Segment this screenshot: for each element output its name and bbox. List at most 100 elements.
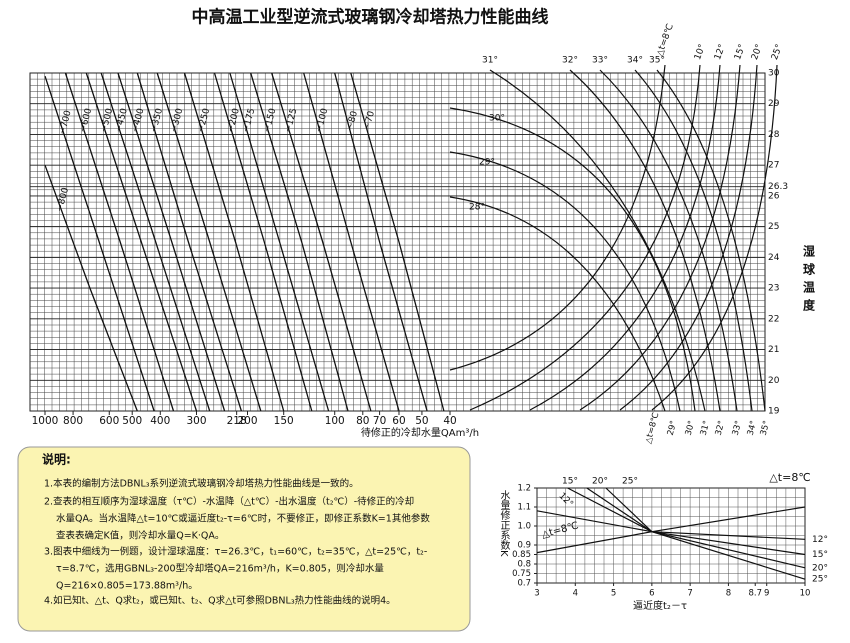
y-tick-label: 20 <box>768 376 780 386</box>
k-series-label: 25° <box>812 575 828 585</box>
temp-curve <box>449 151 681 412</box>
bottom-curve-label: 34° <box>746 420 760 437</box>
flow-curve <box>44 164 138 412</box>
flow-curve <box>229 72 330 412</box>
k-x-tick-label: 4 <box>573 589 578 599</box>
x-tick-label: 500 <box>122 415 142 427</box>
temp-curve <box>489 69 706 412</box>
x-tick-label: 80 <box>356 415 369 427</box>
x-tick-label: 400 <box>150 415 170 427</box>
temp-curve <box>469 64 701 411</box>
temp-curve <box>579 64 741 411</box>
note-line: 3.图表中细线为一例题，设计湿球温度：τ=26.3℃，t₁=60℃，t₂=35℃… <box>44 546 427 558</box>
curve-label: ~80 <box>345 110 360 131</box>
y-tick-label: 27 <box>768 161 779 171</box>
flow-curve <box>213 72 313 412</box>
k-x-tick-label: 3 <box>534 589 539 599</box>
cold-water-label: 33° <box>592 56 608 66</box>
k-x-axis-label: 逼近度t₂－τ <box>633 599 687 612</box>
temp-curve <box>656 69 766 412</box>
k-x-tick-label: 6 <box>649 589 654 599</box>
y-tick-label: 19 <box>768 407 780 417</box>
y-tick-label: 30 <box>768 69 780 79</box>
y-tick-label: 21 <box>768 345 779 355</box>
y-tick-label: 24 <box>768 253 780 263</box>
y-axis-label: 湿球温度 <box>802 244 816 317</box>
flow-curve <box>100 72 211 412</box>
k-top-label: 15° <box>562 477 578 487</box>
flow-curve <box>334 72 428 412</box>
k-x-tick-label: 5 <box>611 589 616 599</box>
flow-curve <box>271 72 372 412</box>
x-tick-label: 70 <box>373 415 386 427</box>
temp-curve <box>599 69 738 412</box>
inner-label: 30° <box>489 114 505 124</box>
x-tick-label: 300 <box>186 415 206 427</box>
bottom-curve-label: 31° <box>699 420 713 437</box>
k-y-tick-label: 0.8 <box>517 560 531 570</box>
bottom-curve-label: 35° <box>759 420 773 437</box>
note-line: 查表表确定K值，则冷却水量Q=K·QA。 <box>56 530 224 542</box>
k-y-tick-label: 1.0 <box>517 522 531 532</box>
flow-curve <box>250 72 349 412</box>
flow-curve <box>303 72 400 412</box>
temp-curve <box>449 64 666 371</box>
curve-label: ~70 <box>362 110 377 131</box>
k-x-tick-label: 8.7 <box>748 589 762 599</box>
x-tick-label: 100 <box>325 415 345 427</box>
x-tick-label: 50 <box>415 415 428 427</box>
note-line: 2.查表的相互顺序为湿球温度（τ℃）-水温降（△t℃）-出水温度（t₂℃）-待修… <box>44 496 414 508</box>
k-series-label: 15° <box>812 550 828 560</box>
x-tick-label: 200 <box>237 415 257 427</box>
flow-curve <box>85 72 198 412</box>
x-tick-label: 60 <box>392 415 405 427</box>
k-series-label: 12° <box>812 535 828 545</box>
y-tick-label: 22 <box>768 314 779 324</box>
y-tick-label: 28 <box>768 130 780 140</box>
flow-curve <box>156 72 262 412</box>
cold-water-label: 32° <box>562 56 578 66</box>
y-tick-label: 26.3 <box>768 182 788 192</box>
temp-curve <box>651 64 778 411</box>
k-y-axis-label: 水量修正系数K <box>498 490 510 557</box>
note-line: 4.如已知t、△t、Q求t₂，或已知t、t₂、Q求△t可参照DBNL₃热力性能曲… <box>44 595 396 607</box>
k-y-tick-label: 1.1 <box>517 503 531 513</box>
note-line: 1.本表的编制方法DBNL₃系列逆流式玻璃钢冷却塔热力性能曲线是一致的。 <box>44 478 359 490</box>
k-y-tick-label: 0.75 <box>512 569 531 579</box>
flow-curve <box>350 72 445 412</box>
y-tick-label: 29 <box>768 99 780 109</box>
flow-curve <box>183 72 285 412</box>
k-x-tick-label: 9 <box>764 589 769 599</box>
note-line: 水量QA。当水温降△t=10℃或逼近度t₂-τ=6℃时，不要修正，即修正系数K=… <box>56 513 430 525</box>
x-axis-label: 待修正的冷却水量QAm³/h <box>361 426 479 439</box>
temp-curve <box>449 196 666 412</box>
x-tick-label: 40 <box>443 415 456 427</box>
inner-label: 28° <box>469 203 485 213</box>
k-series-label: 20° <box>812 563 828 573</box>
k-top-label: 20° <box>592 477 608 487</box>
k-y-tick-label: 0.9 <box>517 541 531 551</box>
note-line: τ=8.7℃，选用GBNL₃-200型冷却塔QA=216m³/h，K=0.805… <box>56 563 384 575</box>
note-line: Q=216×0.805=173.88m³/h。 <box>56 581 198 592</box>
k-y-tick-label: 0.7 <box>517 579 531 589</box>
x-tick-label: 600 <box>99 415 119 427</box>
cold-water-label: 31° <box>482 56 498 66</box>
notes-heading: 说明: <box>42 452 71 467</box>
k-x-tick-label: 8 <box>726 589 731 599</box>
y-tick-label: 25 <box>768 222 779 232</box>
cold-water-label: 35° <box>649 56 665 66</box>
temp-curve <box>619 64 758 411</box>
inner-label: 29° <box>479 158 495 168</box>
k-x-tick-label: 10 <box>800 589 811 599</box>
flow-curve <box>117 72 226 412</box>
temp-curve <box>529 64 721 411</box>
k-x-tick-label: 7 <box>687 589 692 599</box>
flow-curve <box>136 72 243 412</box>
x-tick-label: 1000 <box>32 415 59 427</box>
y-tick-label: 23 <box>768 284 779 294</box>
k-series-label: △t=8℃ <box>769 471 810 484</box>
temp-curve <box>634 69 753 412</box>
bottom-curve-label: 29° <box>666 420 680 437</box>
